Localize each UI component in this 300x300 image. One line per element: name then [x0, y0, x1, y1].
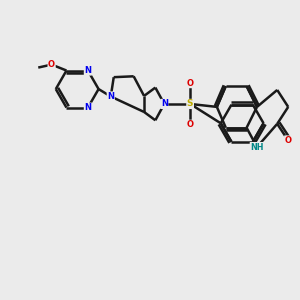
Text: O: O — [48, 60, 55, 69]
Text: N: N — [161, 99, 168, 108]
Text: O: O — [285, 136, 292, 145]
Text: N: N — [84, 66, 92, 75]
Text: O: O — [187, 120, 194, 129]
Text: S: S — [187, 99, 194, 108]
Text: N: N — [107, 92, 114, 101]
Text: N: N — [84, 103, 92, 112]
Text: NH: NH — [250, 142, 264, 152]
Text: O: O — [187, 79, 194, 88]
